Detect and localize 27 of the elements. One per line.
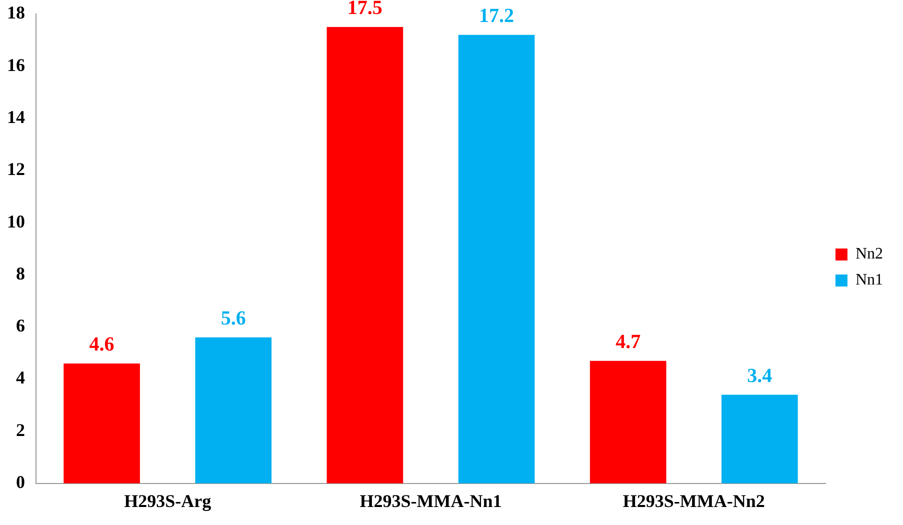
y-tick-label: 12 xyxy=(7,159,25,180)
y-tick-label: 16 xyxy=(7,54,25,75)
data-label: 4.7 xyxy=(616,331,641,354)
y-tick-label: 2 xyxy=(16,420,25,440)
x-tick-label: H293S-MMA-Nn1 xyxy=(360,490,502,511)
bar xyxy=(64,363,140,484)
data-label: 3.4 xyxy=(747,364,772,387)
legend-label: Nn1 xyxy=(855,272,884,289)
y-tick-label: 14 xyxy=(7,106,25,127)
bar xyxy=(722,394,798,484)
y-tick-label: 10 xyxy=(7,211,25,232)
bar xyxy=(590,360,666,484)
data-label: 5.6 xyxy=(220,308,246,330)
data-label: 4.6 xyxy=(89,334,114,356)
bar xyxy=(458,34,535,484)
y-tick-label: 6 xyxy=(16,316,25,336)
data-label: 17.5 xyxy=(347,0,382,20)
data-label: 17.2 xyxy=(479,5,514,28)
bar xyxy=(195,337,272,484)
legend-label: Nn2 xyxy=(855,246,884,263)
y-tick-label: 0 xyxy=(16,472,25,492)
bar xyxy=(326,27,404,484)
y-tick-label: 18 xyxy=(7,2,25,23)
y-tick-label: 4 xyxy=(16,368,25,388)
y-tick-label: 8 xyxy=(16,263,25,284)
x-tick-label: H293S-MMA-Nn2 xyxy=(622,490,765,511)
x-tick-label: H293S-Arg xyxy=(124,490,212,511)
